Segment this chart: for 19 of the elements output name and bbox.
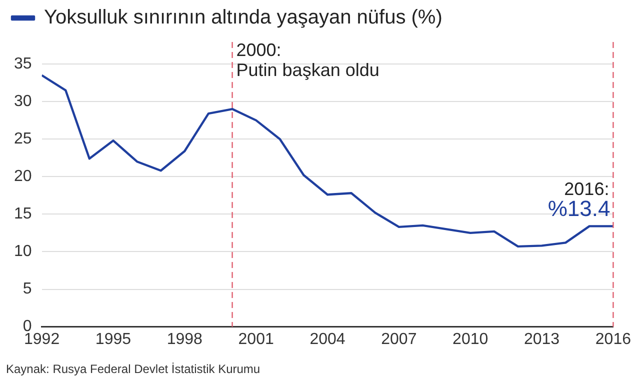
x-tick-label: 2010 [452,330,488,348]
ref-line-label: 2000: Putin başkan oldu [236,40,380,80]
x-tick-label: 2001 [238,330,274,348]
x-tick-label: 1992 [24,330,60,348]
y-tick-label: 30 [14,92,32,110]
x-tick-label: 2013 [524,330,560,348]
y-tick-label: 35 [14,55,32,72]
x-tick-label: 2016 [595,330,632,348]
y-tick-label: 15 [14,206,32,223]
y-tick-label: 25 [14,130,32,148]
x-tick-label: 1995 [95,330,132,348]
legend-label: Yoksulluk sınırının altında yaşayan nüfus (%) [44,6,442,29]
x-tick-label: 2004 [310,330,346,348]
y-tick-label: 10 [14,243,32,260]
x-tick-label: 2007 [381,330,417,348]
y-tick-label: 5 [22,280,32,298]
y-tick-label: 20 [14,168,32,186]
text: Kaynak: Rusya Federal Devlet İstatistik Kurumu [5,362,262,376]
x-tick-label: 1998 [166,330,203,348]
